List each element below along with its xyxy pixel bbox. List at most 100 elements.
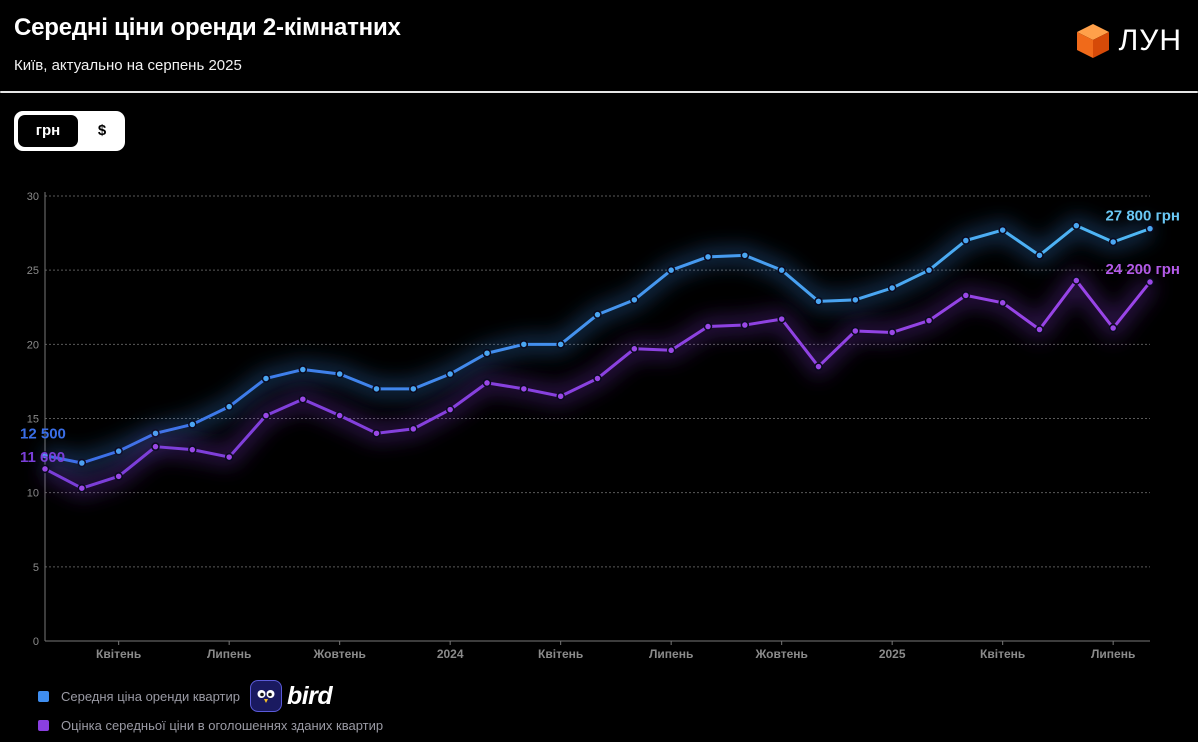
lun-cube-icon [1076, 24, 1109, 58]
series2-point-16 [630, 344, 639, 354]
page-title: Середні ціни оренди 2-кімнатних [14, 14, 401, 41]
series1-point-1 [77, 458, 87, 468]
series2-point-24 [924, 316, 934, 325]
x-tick-label-9: Липень [1091, 647, 1135, 661]
series1-point-15 [593, 310, 602, 319]
bird-badge: bird [249, 680, 333, 712]
y-tick-label-30: 30 [27, 191, 39, 203]
series1-point-25 [961, 236, 971, 245]
header-divider [0, 91, 1198, 93]
lun-logo[interactable]: ЛУН [1075, 22, 1182, 60]
series2-point-15 [593, 374, 602, 383]
series1-point-28 [1072, 221, 1081, 230]
page-subtitle: Київ, актуально на серпень 2025 [14, 57, 242, 74]
series2-point-13 [519, 384, 529, 394]
y-tick-label-5: 5 [33, 562, 39, 574]
series1-point-18 [703, 252, 713, 262]
series1-end-label: 27 800 грн [1105, 208, 1180, 225]
series1-point-4 [188, 420, 197, 429]
series2-point-11 [445, 405, 455, 414]
series1-point-29 [1108, 237, 1118, 247]
series1-point-19 [740, 251, 750, 260]
x-tick-label-5: Липень [649, 647, 693, 661]
legend-label-series1: Середня ціна оренди квартир [61, 688, 240, 704]
y-tick-label-15: 15 [27, 414, 39, 426]
legend-swatch-series2 [38, 720, 49, 731]
series1-point-22 [851, 295, 860, 305]
series1-point-2 [114, 446, 123, 456]
series2-point-27 [1035, 325, 1044, 334]
series1-point-6 [261, 374, 271, 383]
series2-point-6 [261, 411, 271, 420]
series2-point-23 [887, 328, 897, 337]
series2-point-2 [114, 472, 123, 481]
series2-end-label: 24 200 грн [1105, 261, 1180, 278]
currency-option-usd[interactable]: $ [97, 122, 107, 139]
series2-point-3 [151, 442, 160, 451]
x-tick-label-1: Липень [207, 647, 251, 661]
series1-point-21 [814, 297, 823, 306]
series1-point-11 [445, 369, 455, 379]
series1-point-14 [556, 340, 565, 349]
x-tick-label-0: Квітень [96, 647, 141, 661]
series1-point-20 [777, 265, 786, 275]
legend-label-series2: Оцінка середньої ціни в оголошеннях здан… [61, 718, 384, 733]
series1-point-23 [887, 283, 897, 293]
x-tick-label-8: Квітень [980, 647, 1025, 661]
x-tick-label-7: 2025 [879, 647, 906, 661]
x-tick-label-2: Жовтень [312, 647, 365, 661]
series2-point-20 [777, 314, 786, 324]
series2-point-9 [372, 429, 381, 438]
series1-point-9 [372, 384, 381, 394]
series1-point-13 [519, 340, 529, 349]
series2-point-26 [998, 298, 1007, 308]
series2-point-12 [482, 378, 492, 388]
currency-option-uah[interactable]: грн [18, 115, 78, 147]
series2-point-18 [703, 322, 713, 331]
series1-point-27 [1035, 251, 1044, 260]
series1-point-10 [409, 384, 418, 394]
series2-point-17 [666, 346, 676, 355]
series1-point-30 [1145, 224, 1155, 233]
x-tick-label-4: Квітень [538, 647, 583, 661]
currency-toggle[interactable]: грн $ [14, 111, 125, 151]
y-tick-label-0: 0 [33, 636, 39, 648]
series2-point-29 [1108, 323, 1118, 333]
series2-point-21 [814, 362, 823, 371]
series1-point-5 [224, 402, 234, 411]
series2-point-8 [335, 411, 344, 420]
series1-point-24 [924, 265, 934, 275]
series2-point-22 [851, 326, 860, 336]
series2-point-28 [1072, 276, 1081, 285]
series2-point-4 [188, 445, 197, 454]
legend-item-series1[interactable]: Середня ціна оренди квартир bird [38, 680, 333, 712]
series2-point-30 [1145, 277, 1155, 287]
series2-point-14 [556, 392, 565, 401]
series1-start-label: 12 500 [20, 426, 66, 443]
series2-point-5 [224, 452, 234, 462]
series1-point-26 [998, 225, 1007, 235]
y-tick-label-20: 20 [27, 339, 39, 351]
series1-point-3 [151, 429, 160, 438]
lun-logo-text: ЛУН [1118, 24, 1182, 57]
legend-item-series2[interactable]: Оцінка середньої ціни в оголошеннях здан… [38, 718, 383, 733]
x-tick-label-6: Жовтень [754, 647, 807, 661]
series1-point-17 [666, 265, 676, 275]
legend-swatch-series1 [38, 690, 49, 702]
x-tick-label-3: 2024 [437, 647, 464, 661]
y-tick-label-25: 25 [27, 265, 39, 277]
header: Середні ціни оренди 2-кімнатних Київ, ак… [0, 0, 1198, 93]
series2-start-label: 11 600 [20, 449, 65, 466]
bird-logo-text: bird [286, 681, 333, 710]
series2-point-1 [77, 483, 87, 493]
series1-point-16 [630, 295, 639, 305]
series2-point-10 [409, 424, 418, 434]
series2-point-19 [740, 320, 750, 330]
series2-point-7 [298, 394, 308, 404]
series1-point-8 [335, 369, 344, 379]
series1-point-7 [298, 365, 308, 374]
series1-point-12 [482, 348, 492, 358]
bird-logo-icon [249, 680, 282, 712]
series2-point-25 [961, 291, 971, 300]
